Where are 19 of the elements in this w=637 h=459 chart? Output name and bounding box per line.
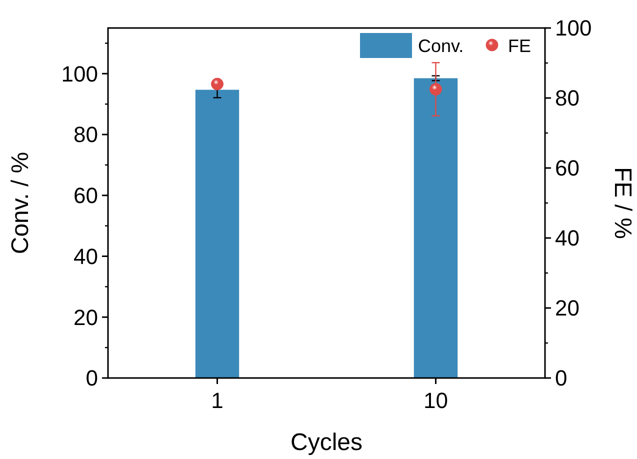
y2-tick-label: 20 bbox=[555, 296, 580, 321]
x-tick-label: 1 bbox=[211, 388, 224, 413]
y2-tick-label: 40 bbox=[555, 226, 580, 251]
y2-axis-title: FE / % bbox=[609, 166, 636, 240]
x-tick-label: 10 bbox=[424, 388, 448, 413]
y-tick-label: 100 bbox=[61, 61, 98, 86]
y2-tick-label: 80 bbox=[555, 86, 580, 111]
y2-tick-label: 100 bbox=[555, 16, 592, 41]
legend-label: FE bbox=[508, 36, 532, 56]
y-tick-label: 20 bbox=[74, 304, 98, 330]
y-tick-label: 40 bbox=[74, 244, 98, 269]
y-tick-label: 80 bbox=[74, 122, 98, 148]
y-tick-label: 0 bbox=[86, 366, 98, 391]
y-tick-label: 60 bbox=[74, 183, 98, 208]
y2-tick-label: 0 bbox=[555, 366, 568, 391]
y-axis-title: Conv. / % bbox=[7, 152, 34, 254]
legend-label: Conv. bbox=[418, 36, 464, 56]
y2-tick-label: 60 bbox=[555, 156, 580, 181]
x-axis-title: Cycles bbox=[290, 429, 363, 456]
